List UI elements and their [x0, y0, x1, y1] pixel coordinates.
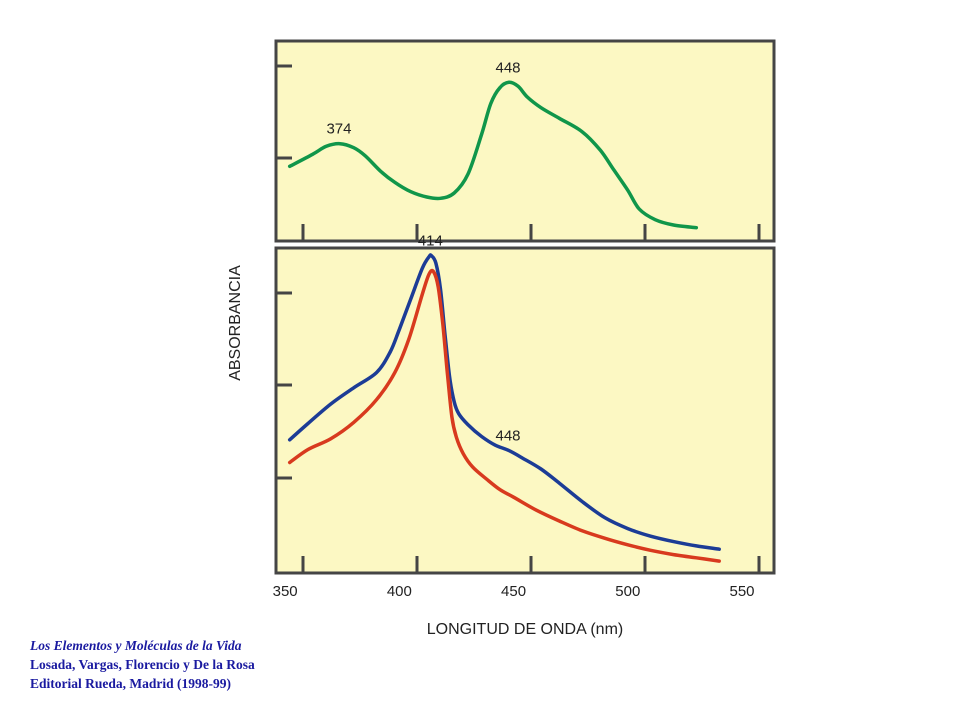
series-line-top-0 [287, 80, 699, 230]
y-axis-title: ABSORBANCIA [227, 265, 244, 381]
bottom-series-group [287, 253, 721, 563]
caption-book-title: Los Elementos y Moléculas de la Vida [30, 638, 242, 653]
peak-label-374: 374 [326, 121, 351, 138]
peak-label-414: 414 [418, 233, 443, 250]
top-panel-ticks [276, 64, 761, 241]
x-axis-title: LONGITUD DE ONDA (nm) [427, 621, 623, 638]
x-tick-label-450: 450 [501, 583, 526, 600]
caption-publisher: Editorial Rueda, Madrid (1998-99) [30, 676, 231, 691]
series-line-bottom-0 [287, 253, 721, 551]
peak-label-448: 448 [495, 59, 520, 76]
x-tick-label-500: 500 [615, 583, 640, 600]
source-caption: Los Elementos y Moléculas de la Vida Los… [30, 636, 255, 693]
peak-annotations: 374 448 414 448 [326, 59, 520, 444]
top-series-group [287, 80, 699, 230]
bottom-panel-background [274, 246, 776, 575]
x-tick-labels: 350 400 450 500 550 [273, 583, 755, 600]
caption-authors: Losada, Vargas, Florencio y De la Rosa [30, 657, 255, 672]
x-tick-label-350: 350 [273, 583, 298, 600]
x-tick-label-550: 550 [730, 583, 755, 600]
bottom-panel-ticks [276, 291, 761, 573]
peak-label-448: 448 [495, 428, 520, 445]
x-tick-label-400: 400 [387, 583, 412, 600]
series-line-bottom-1 [287, 268, 721, 563]
top-panel-background [274, 39, 776, 243]
